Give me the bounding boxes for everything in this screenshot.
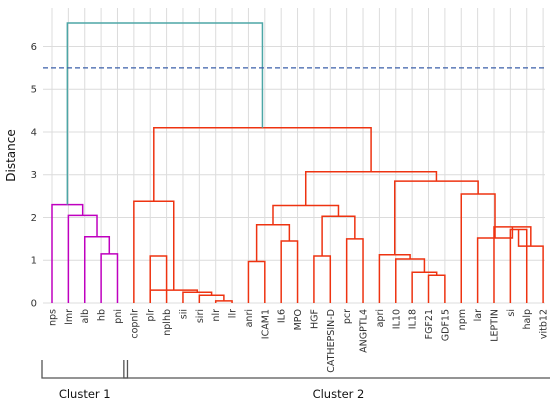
leaf-label: lar [473, 309, 484, 321]
y-tick-label: 4 [31, 127, 37, 138]
cluster2-label: Cluster 2 [313, 387, 365, 401]
y-axis-label: Distance [4, 129, 18, 181]
leaf-label: anri [244, 309, 255, 327]
leaf-label: LEPTIN [489, 309, 500, 342]
cluster1-bracket [41, 360, 129, 379]
leaf-label: MPO [293, 309, 304, 330]
leaf-label: plr [146, 309, 157, 322]
leaf-label: ICAM1 [260, 309, 271, 339]
root-link [66, 22, 264, 205]
leaf-label: alb [80, 309, 91, 324]
leaf-label: FGF21 [424, 309, 435, 339]
leaf-label: hb [97, 309, 108, 321]
leaf-label: nps [48, 309, 59, 326]
cluster1-label: Cluster 1 [59, 387, 111, 401]
y-tick-label: 6 [31, 42, 37, 53]
leaf-label: nplhb [162, 309, 173, 336]
leaf-label: vitb12 [539, 309, 550, 339]
cluster2-link [149, 255, 168, 303]
cluster2-bracket [123, 360, 550, 379]
leaf-label: copnlr [129, 309, 140, 339]
leaf-label: HGF [309, 309, 320, 329]
leaf-label: halp [522, 309, 533, 330]
y-tick-label: 0 [31, 299, 37, 310]
leaf-label: CATHEPSIN-D [326, 309, 337, 373]
leaf-label: pni [113, 309, 124, 324]
y-tick-label: 5 [31, 85, 37, 96]
leaf-label: llr [228, 309, 239, 318]
leaf-label: apri [375, 309, 386, 327]
y-tick-label: 3 [31, 170, 37, 181]
leaf-label: IL6 [277, 309, 288, 323]
leaf-label: nlr [211, 309, 222, 322]
leaf-label: lmr [64, 309, 75, 325]
leaf-label: GDF15 [440, 309, 451, 341]
leaf-label: ANGPTL4 [359, 309, 370, 353]
leaf-label: sii [178, 309, 189, 319]
plot-area [43, 8, 545, 303]
leaf-label: IL10 [391, 309, 402, 329]
leaf-label: pcr [342, 309, 353, 324]
leaf-label: npm [457, 309, 468, 330]
y-tick-label: 1 [31, 256, 37, 267]
leaf-label: si [506, 309, 517, 317]
leaf-label: IL18 [408, 309, 419, 329]
leaf-label: siri [195, 309, 206, 323]
y-tick-label: 2 [31, 213, 37, 224]
